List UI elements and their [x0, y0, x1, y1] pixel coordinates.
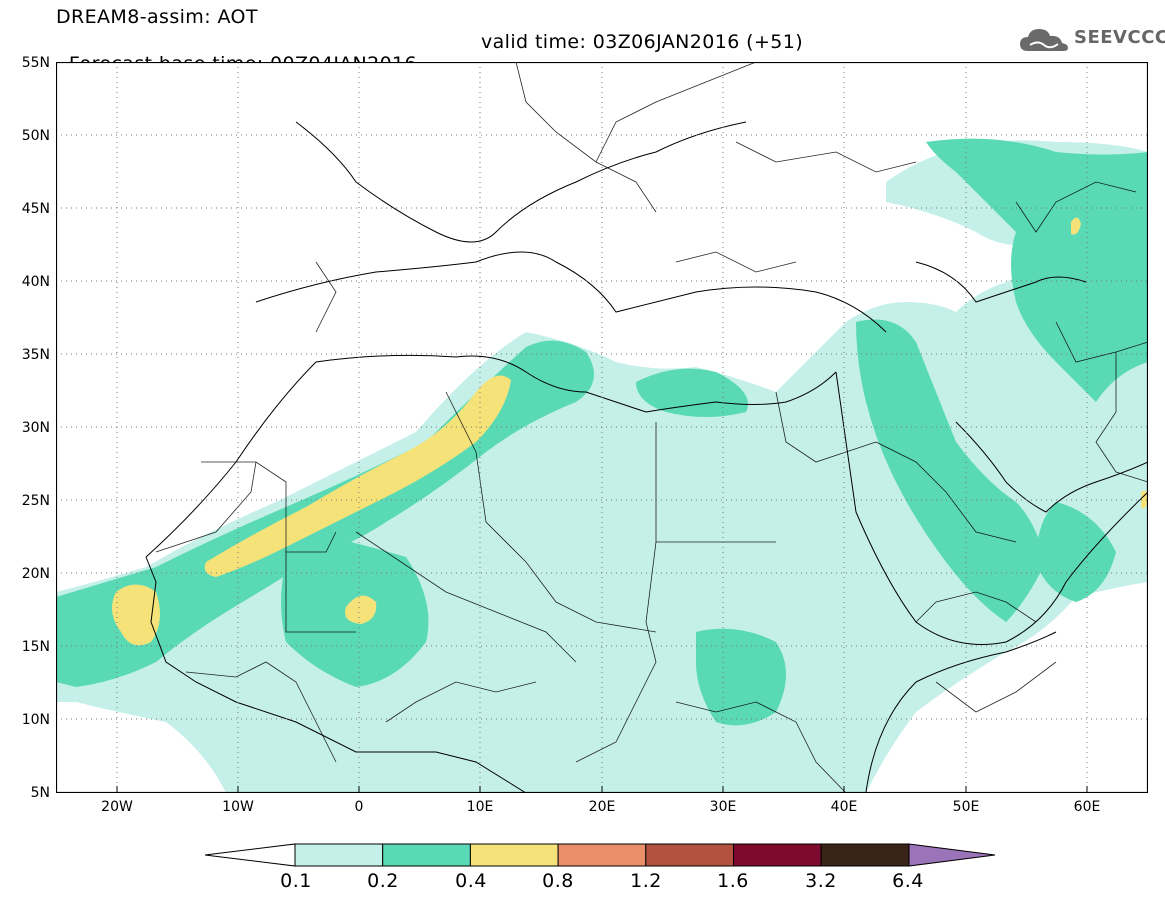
legend-label: 0.4: [455, 870, 487, 892]
legend-swatch: [294, 843, 384, 867]
country-borders: [155, 62, 1148, 793]
color-scale-legend: [205, 843, 996, 867]
lon-label: 50E: [952, 799, 980, 815]
legend-label: 1.2: [630, 870, 662, 892]
legend-swatch: [382, 843, 471, 867]
lat-label: 15N: [21, 639, 50, 655]
legend-arrow-low: [205, 843, 296, 867]
lat-label: 55N: [21, 55, 50, 71]
coastlines: [145, 121, 1148, 793]
lat-label: 10N: [21, 712, 50, 728]
aot-map: [56, 62, 1148, 793]
aot-band-0-4: [112, 217, 1148, 646]
gridlines: [56, 62, 1148, 793]
lat-label: 30N: [21, 420, 50, 436]
lon-label: 60E: [1073, 799, 1101, 815]
lat-label: 50N: [21, 128, 50, 144]
legend-swatch: [469, 843, 559, 867]
seevccc-logo: SEEVCCC: [1018, 25, 1165, 55]
lon-label: 20W: [101, 799, 133, 815]
lat-label: 5N: [30, 785, 50, 801]
lon-label: 40E: [830, 799, 858, 815]
lat-label: 25N: [21, 493, 50, 509]
lon-label: 20E: [588, 799, 616, 815]
legend-label: 0.8: [542, 870, 574, 892]
lat-label: 35N: [21, 347, 50, 363]
valid-time: valid time: 03Z06JAN2016 (+51): [481, 31, 804, 53]
legend-label: 0.1: [280, 870, 312, 892]
legend-swatch: [557, 843, 647, 867]
map-title: DREAM8-assim: AOT: [56, 6, 258, 28]
lat-label: 20N: [21, 566, 50, 582]
legend-label: 0.2: [367, 870, 399, 892]
lon-label: 10E: [466, 799, 494, 815]
legend-label: 6.4: [892, 870, 924, 892]
legend-arrow-high: [908, 843, 996, 867]
lon-label: 30E: [709, 799, 737, 815]
legend-label: 1.6: [717, 870, 749, 892]
lon-label: 10W: [222, 799, 254, 815]
legend-swatch: [733, 843, 822, 867]
lat-label: 45N: [21, 201, 50, 217]
legend-swatch: [645, 843, 734, 867]
logo-text: SEEVCCC: [1074, 27, 1165, 48]
lon-label: 0: [354, 799, 364, 815]
legend-swatch: [820, 843, 910, 867]
cloud-icon: [1020, 29, 1068, 51]
lat-label: 40N: [21, 274, 50, 290]
legend-label: 3.2: [805, 870, 837, 892]
